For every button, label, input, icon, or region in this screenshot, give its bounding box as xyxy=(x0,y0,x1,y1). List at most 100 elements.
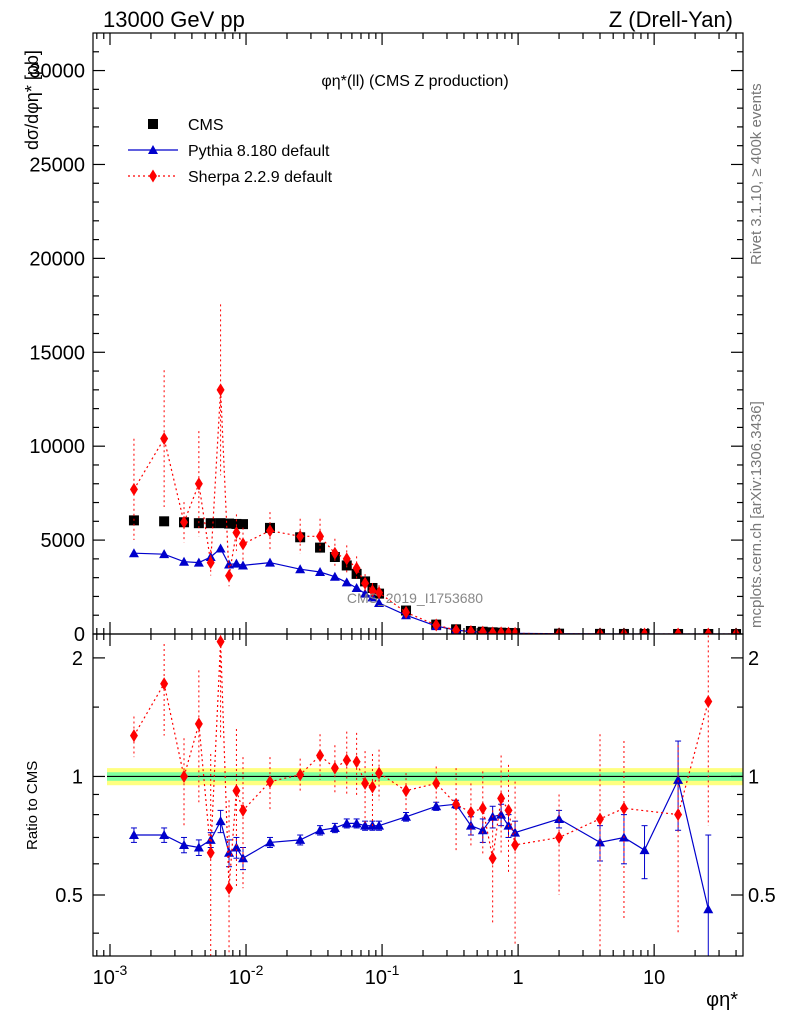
main-y-axis-label: dσ/dφη* [pb] xyxy=(22,50,42,150)
main-axes: 0 5000 10000 15000 20000 25000 30000 xyxy=(29,33,743,646)
data-point xyxy=(342,552,351,566)
main-y-tick-label: 10000 xyxy=(29,436,85,458)
ratio-frame xyxy=(92,633,744,957)
data-point xyxy=(179,556,190,566)
data-point xyxy=(374,598,385,608)
data-point xyxy=(238,560,249,570)
data-point xyxy=(232,526,241,540)
ratio-data-point xyxy=(596,812,605,826)
ratio-data-point xyxy=(375,766,384,780)
legend-item: Pythia 8.180 default xyxy=(128,143,330,160)
data-point xyxy=(315,542,326,553)
data-point xyxy=(129,482,138,496)
main-plot: 0 5000 10000 15000 20000 25000 30000 CMS_2019_… xyxy=(22,32,744,646)
ratio-data-point xyxy=(368,780,377,794)
x-tick-label: 10-1 xyxy=(365,962,400,989)
data-point xyxy=(215,543,226,553)
ratio-data-point xyxy=(478,801,487,815)
main-y-tick-label: 25000 xyxy=(29,154,85,176)
data-point xyxy=(351,582,362,592)
x-tick-label: 1 xyxy=(513,967,524,989)
ratio-data-point xyxy=(129,729,138,743)
data-point xyxy=(205,518,216,529)
watermark: CMS_2019_I1753680 xyxy=(347,590,483,606)
data-point xyxy=(265,524,274,538)
data-point xyxy=(180,515,189,529)
data-point xyxy=(264,557,275,567)
ratio-series-line xyxy=(133,641,709,889)
header-left: 13000 GeV pp xyxy=(103,7,245,32)
data-point xyxy=(432,618,441,632)
legend-label: Pythia 8.180 default xyxy=(188,143,330,160)
x-tick-label: 10-3 xyxy=(93,962,128,989)
data-point xyxy=(511,626,520,634)
x-tick-exponent: -3 xyxy=(115,962,128,978)
ratio-data-point xyxy=(160,677,169,691)
data-point xyxy=(296,529,305,543)
ratio-series-line xyxy=(134,778,709,910)
legend-item: CMS xyxy=(148,117,224,134)
ratio-data-point xyxy=(432,776,441,790)
data-point xyxy=(159,516,170,527)
data-point xyxy=(704,627,713,634)
data-point xyxy=(295,564,306,574)
data-point xyxy=(402,605,411,619)
ratio-data-point xyxy=(496,809,507,819)
chart-title: φη*(ll) (CMS Z production) xyxy=(321,73,508,90)
ratio-y-axis-label: Ratio to CMS xyxy=(24,761,41,850)
data-point xyxy=(361,576,370,590)
ratio-data-point xyxy=(159,830,170,840)
ratio-data-point xyxy=(231,842,242,852)
header-right: Z (Drell-Yan) xyxy=(609,7,733,32)
main-y-tick-label: 5000 xyxy=(41,530,86,552)
ratio-data-point xyxy=(295,834,306,844)
ratio-data-point xyxy=(360,820,371,830)
data-point xyxy=(315,567,326,577)
ratio-data-point xyxy=(264,837,275,847)
ratio-data-point xyxy=(488,851,497,865)
main-y-tick-label: 30000 xyxy=(29,61,85,83)
data-point xyxy=(160,432,169,446)
legend: CMS Pythia 8.180 default Sherpa 2.2.9 defa… xyxy=(128,117,333,186)
legend-item: Sherpa 2.2.9 default xyxy=(128,169,333,186)
data-point xyxy=(674,627,683,634)
ratio-data-point xyxy=(674,808,683,822)
ratio-data-point xyxy=(361,776,370,790)
ratio-data-point xyxy=(639,845,650,855)
ratio-data-point xyxy=(341,818,352,828)
legend-label: Sherpa 2.2.9 default xyxy=(188,169,333,186)
ratio-data-point xyxy=(466,805,475,819)
ratio-plot-area xyxy=(107,634,743,956)
data-point xyxy=(224,559,235,569)
ratio-data-point xyxy=(511,838,520,852)
rivet-label: Rivet 3.1.10, ≥ 400k events xyxy=(748,83,765,265)
legend-marker xyxy=(148,145,158,154)
ratio-data-point xyxy=(374,820,385,830)
ratio-y-tick-label-right: 0.5 xyxy=(748,885,776,907)
source-label: mcplots.cern.ch [arXiv:1306.3436] xyxy=(748,401,765,628)
ratio-data-point xyxy=(402,784,411,798)
data-point xyxy=(329,571,340,581)
ratio-data-point xyxy=(265,775,274,789)
ratio-y-tick-label-right: 2 xyxy=(748,648,759,670)
ratio-data-point xyxy=(401,811,412,821)
data-point xyxy=(466,625,475,634)
ratio-data-point xyxy=(477,825,488,835)
data-point xyxy=(368,584,377,598)
data-point xyxy=(239,537,248,551)
ratio-data-point xyxy=(316,749,325,763)
legend-marker xyxy=(149,169,157,183)
x-tick-label: 10 xyxy=(643,967,665,989)
ratio-data-point xyxy=(232,784,241,798)
data-point xyxy=(478,625,487,634)
ratio-data-point xyxy=(329,822,340,832)
data-point xyxy=(330,546,339,560)
ratio-axes: 0.5 0.5 1 1 2 2 10-3 10-2 10-1 1 10 xyxy=(55,634,776,989)
main-y-tick-label: 20000 xyxy=(29,248,85,270)
ratio-data-point xyxy=(193,842,204,852)
data-point xyxy=(159,549,170,559)
legend-marker xyxy=(148,119,158,129)
x-tick-label: 10-2 xyxy=(229,962,264,989)
data-point xyxy=(352,561,361,575)
